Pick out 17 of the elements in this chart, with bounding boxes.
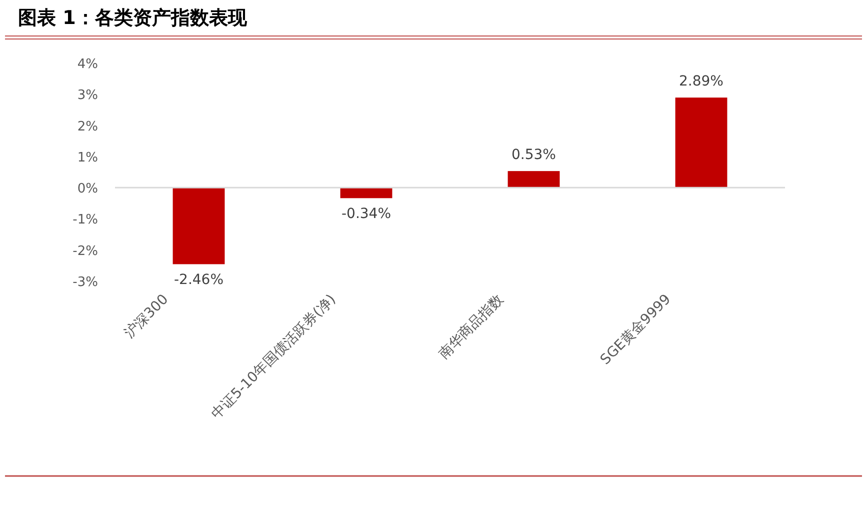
y-tick-label: 2%: [77, 119, 98, 134]
x-tick-label: 南华商品指数: [436, 292, 507, 362]
bar: [508, 171, 560, 188]
bar: [675, 98, 728, 188]
chart-title: 图表 1：各类资产指数表现: [18, 7, 248, 29]
data-label: 0.53%: [512, 147, 556, 164]
data-label: -0.34%: [341, 206, 392, 222]
y-tick-label: 4%: [77, 57, 98, 72]
data-label: -2.46%: [174, 272, 224, 288]
y-tick-label: -2%: [72, 244, 98, 259]
y-tick-label: -3%: [72, 275, 98, 290]
y-tick-label: 0%: [77, 182, 98, 197]
data-label: 2.89%: [679, 74, 724, 90]
bar: [172, 188, 225, 264]
y-tick-label: -1%: [72, 212, 98, 228]
y-tick-label: 3%: [77, 88, 98, 104]
y-tick-label: 1%: [77, 150, 98, 166]
